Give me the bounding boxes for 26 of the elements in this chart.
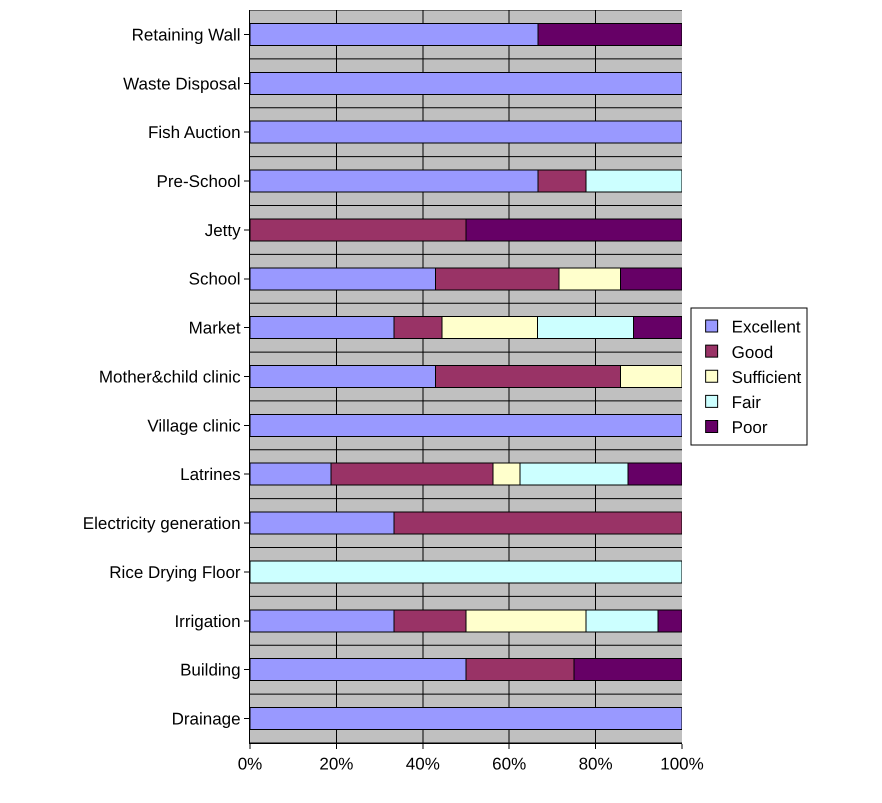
y-tick-label: Retaining Wall (132, 25, 241, 44)
x-tick-label: 60% (492, 754, 526, 774)
legend-label: Excellent (732, 318, 801, 337)
y-tick-label: Fish Auction (148, 123, 241, 142)
y-tick-label: Pre-School (156, 172, 241, 191)
x-tick-label: 100% (660, 754, 704, 774)
x-tick-label: 80% (578, 754, 613, 774)
legend-label: Sufficient (732, 368, 802, 387)
y-tick-label: Jetty (204, 220, 242, 240)
y-tick-label: Latrines (180, 465, 241, 484)
y-tick-label: Drainage (172, 710, 241, 729)
y-tick-label: Mother&child clinic (98, 367, 242, 386)
y-tick-label: Market (188, 318, 241, 338)
x-tick-label: 40% (406, 754, 440, 774)
y-tick-label: Irrigation (174, 612, 241, 631)
y-tick-label: Waste Disposal (123, 74, 241, 94)
x-tick-label: 20% (319, 754, 354, 774)
legend-label: Good (732, 342, 774, 362)
x-tick-label: 0% (238, 754, 262, 774)
y-tick-label: Rice Drying Floor (109, 562, 241, 582)
legend-label: Poor (732, 418, 768, 438)
y-tick-label: Building (180, 660, 241, 680)
legend-label: Fair (732, 392, 762, 412)
y-tick-label: Village clinic (147, 416, 242, 436)
y-tick-label: Electricity generation (82, 514, 241, 534)
y-tick-label: School (188, 270, 241, 289)
